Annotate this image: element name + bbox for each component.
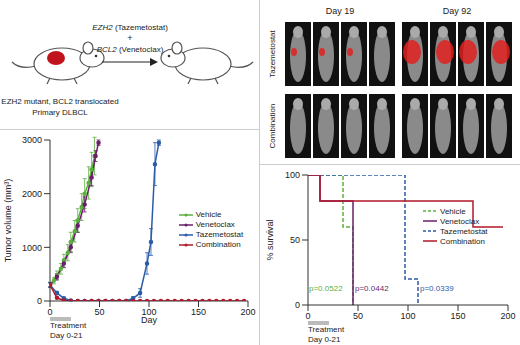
html-text:Treatment: Treatment bbox=[50, 321, 87, 330]
svg-text:1000: 1000 bbox=[22, 243, 42, 253]
svg-text:100: 100 bbox=[400, 311, 415, 321]
svg-text:Combination: Combination bbox=[268, 104, 277, 149]
html-text:Day 0-21: Day 0-21 bbox=[308, 335, 341, 344]
html-text:p=0.0522: p=0.0522 bbox=[309, 284, 343, 294]
html-text:Tazemetostat: Tazemetostat bbox=[195, 230, 244, 240]
html-text:Combination: Combination bbox=[440, 236, 485, 246]
html-text:Treatment: Treatment bbox=[308, 325, 345, 334]
svg-text:200: 200 bbox=[500, 311, 515, 321]
html-text:Day 0-21: Day 0-21 bbox=[50, 331, 83, 340]
svg-text:50: 50 bbox=[94, 307, 104, 317]
svg-text:Day 92: Day 92 bbox=[443, 6, 472, 16]
svg-text:100: 100 bbox=[285, 170, 300, 180]
svg-text:2000: 2000 bbox=[22, 189, 42, 199]
svg-text:0: 0 bbox=[305, 311, 310, 321]
html-text:p=0.0442: p=0.0442 bbox=[355, 284, 389, 294]
svg-text:Day 19: Day 19 bbox=[326, 6, 355, 16]
html-text:p=0.0339: p=0.0339 bbox=[420, 284, 454, 294]
html-text:Vehicle: Vehicle bbox=[195, 210, 222, 220]
svg-text:150: 150 bbox=[191, 307, 206, 317]
html-text:Vehicle: Vehicle bbox=[440, 206, 466, 216]
svg-text:0: 0 bbox=[295, 300, 300, 310]
svg-text:BCL2 (Venetoclax): BCL2 (Venetoclax) bbox=[97, 45, 164, 54]
svg-text:Tumor volume (mm³): Tumor volume (mm³) bbox=[3, 179, 13, 263]
svg-text:EZH2 (Tazemetostat): EZH2 (Tazemetostat) bbox=[92, 23, 168, 32]
svg-text:50: 50 bbox=[290, 235, 300, 245]
html-text:Venetoclax: Venetoclax bbox=[195, 220, 235, 230]
svg-text:% survival: % survival bbox=[265, 219, 275, 260]
svg-text:0: 0 bbox=[47, 307, 52, 317]
svg-text:3000: 3000 bbox=[22, 135, 42, 145]
svg-text:0: 0 bbox=[37, 296, 42, 306]
svg-text:200: 200 bbox=[240, 307, 255, 317]
svg-text:+: + bbox=[127, 33, 132, 43]
svg-text:150: 150 bbox=[450, 311, 465, 321]
svg-text:EZH2 mutant, BCL2 translocated: EZH2 mutant, BCL2 translocated bbox=[1, 97, 118, 106]
svg-text:Primary DLBCL: Primary DLBCL bbox=[32, 108, 88, 117]
html-text:Tazemetostat: Tazemetostat bbox=[440, 226, 488, 236]
svg-text:Tazemetostat: Tazemetostat bbox=[268, 29, 277, 77]
html-text:Combination: Combination bbox=[195, 240, 241, 250]
html-text:Venetoclax: Venetoclax bbox=[440, 216, 480, 226]
svg-text:100: 100 bbox=[141, 307, 157, 318]
svg-text:50: 50 bbox=[353, 311, 363, 321]
svg-text:Day: Day bbox=[141, 315, 158, 325]
